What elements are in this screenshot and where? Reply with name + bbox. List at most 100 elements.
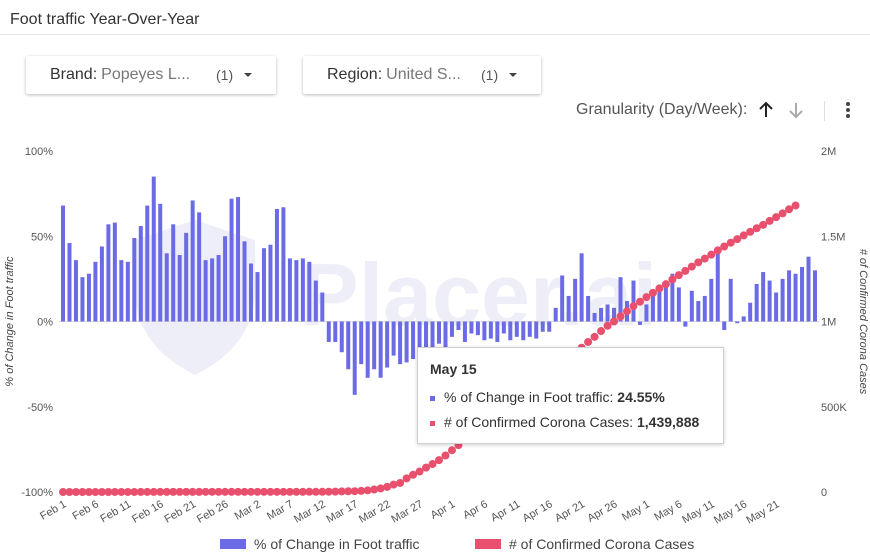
bar — [683, 321, 688, 327]
bar — [145, 205, 150, 322]
x-tick-label: Apr 16 — [521, 498, 555, 525]
region-filter-count: (1) — [481, 67, 499, 83]
region-filter[interactable]: Region: United S... (1) — [303, 56, 541, 94]
line-point — [370, 485, 379, 494]
line-point — [143, 487, 152, 496]
line-point — [422, 463, 431, 472]
line-point — [253, 487, 262, 496]
tooltip-row-foot-traffic: % of Change in Foot traffic: 24.55% — [430, 389, 665, 405]
bar — [657, 287, 662, 322]
brand-filter[interactable]: Brand: Popeyes L... (1) — [26, 56, 276, 94]
line-point — [597, 327, 606, 336]
line-point — [383, 482, 392, 491]
bar — [320, 292, 325, 322]
more-options-button[interactable] — [840, 100, 856, 122]
line-point — [357, 486, 366, 495]
bar — [326, 321, 331, 342]
x-tick-label: May 16 — [712, 498, 749, 526]
y-axis-left-ticks: 100% 50% 0% -50% -100% — [21, 146, 53, 499]
bar — [307, 261, 312, 322]
bar — [430, 321, 435, 356]
arrow-down-icon — [789, 103, 803, 119]
bar — [780, 278, 785, 322]
y-axis-right-ticks: 2M 1.5M 1M 500K 0 — [821, 146, 847, 499]
bar — [566, 295, 571, 322]
bar — [268, 244, 273, 322]
y-left-tick-label: -100% — [21, 487, 53, 499]
line-point — [746, 227, 755, 236]
legend-item-foot-traffic[interactable]: % of Change in Foot traffic — [220, 535, 420, 553]
bar — [735, 321, 740, 324]
bar — [99, 246, 104, 322]
line-point — [389, 480, 398, 489]
line-point — [149, 487, 158, 496]
bar — [449, 321, 454, 337]
bar — [287, 258, 292, 322]
chart-tooltip: May 15 % of Change in Foot traffic: 24.5… — [417, 347, 724, 444]
line-point — [409, 470, 418, 479]
bar — [488, 321, 493, 339]
bar — [806, 256, 811, 322]
bar — [73, 260, 78, 322]
bar — [709, 278, 714, 322]
bar — [722, 321, 727, 331]
bar — [475, 321, 480, 336]
bar — [119, 260, 124, 322]
bar — [210, 258, 215, 322]
bar — [754, 283, 759, 322]
line-point — [441, 451, 450, 460]
legend-item-cases[interactable]: # of Confirmed Corona Cases — [475, 535, 694, 553]
line-point — [285, 487, 294, 496]
sort-up-button[interactable] — [756, 99, 776, 121]
y-left-tick-label: 50% — [31, 231, 53, 243]
granularity-label: Granularity (Day/Week): — [576, 101, 748, 118]
y-right-tick-label: 500K — [821, 402, 847, 414]
bar — [573, 278, 578, 322]
x-tick-label: Mar 12 — [292, 498, 328, 526]
bar — [255, 272, 260, 322]
x-tick-label: Apr 6 — [461, 498, 490, 522]
line-point — [635, 297, 644, 306]
line-point — [208, 487, 217, 496]
x-tick-label: May 6 — [652, 498, 684, 523]
bar — [281, 207, 286, 322]
bar — [800, 266, 805, 322]
bar — [443, 321, 448, 353]
line-point — [616, 312, 625, 321]
bar — [540, 321, 545, 332]
bar — [184, 232, 189, 322]
toolbar-divider — [824, 101, 825, 121]
y-right-tick-label: 0 — [821, 487, 827, 499]
sort-down-button[interactable] — [786, 99, 806, 121]
bar — [411, 321, 416, 360]
line-point — [71, 487, 80, 496]
bar — [125, 261, 130, 322]
bar — [618, 277, 623, 322]
bar — [748, 302, 753, 322]
bar — [313, 280, 318, 322]
bar — [599, 307, 604, 322]
bar — [398, 321, 403, 365]
line-point — [739, 231, 748, 240]
y-right-tick-label: 1M — [821, 317, 836, 329]
bar — [650, 295, 655, 322]
bar — [495, 321, 500, 342]
x-tick-label: Mar 17 — [325, 498, 361, 526]
line-point — [337, 487, 346, 496]
title-divider — [0, 34, 870, 35]
line-point — [752, 224, 761, 233]
line-point — [201, 487, 210, 496]
line-point — [350, 487, 359, 496]
line-point — [765, 216, 774, 225]
bar — [223, 236, 228, 322]
line-point — [175, 487, 184, 496]
bar — [437, 321, 441, 344]
line-point — [648, 288, 657, 297]
x-tick-label: Mar 2 — [233, 498, 263, 522]
y-left-tick-label: -50% — [27, 402, 53, 414]
y-left-tick-label: 100% — [25, 146, 53, 158]
bar — [339, 321, 344, 353]
line-point — [396, 478, 405, 487]
bar — [236, 197, 241, 322]
bar — [346, 321, 351, 370]
